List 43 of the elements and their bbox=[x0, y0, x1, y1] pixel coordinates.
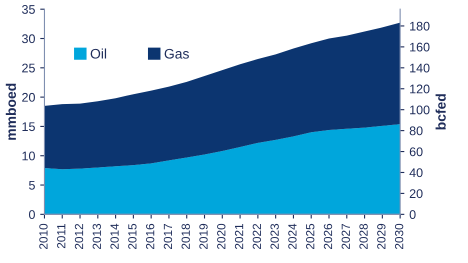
legend-label: Oil bbox=[90, 48, 106, 59]
y-tick-label: 15 bbox=[22, 122, 35, 132]
x-tick-label: 2026 bbox=[324, 224, 332, 250]
y-axis-title: mmboed bbox=[6, 84, 16, 140]
x-tick-label: 2017 bbox=[164, 224, 172, 250]
y-tick-label: 30 bbox=[22, 34, 35, 44]
x-tick-label: 2021 bbox=[234, 224, 244, 250]
y2-tick-label: 140 bbox=[410, 64, 430, 72]
x-tick-label: 2020 bbox=[217, 224, 226, 250]
x-tick-label: 2027 bbox=[342, 224, 350, 250]
x-tick-label: 2024 bbox=[288, 224, 297, 250]
x-tick-label: 2022 bbox=[252, 224, 262, 250]
y2-tick-label: 60 bbox=[410, 147, 423, 156]
x-tick-label: 2012 bbox=[74, 224, 84, 250]
x-tick-label: 2014 bbox=[110, 224, 119, 250]
legend-label: Gas bbox=[164, 48, 189, 59]
y-tick-label: 5 bbox=[28, 180, 35, 190]
y2-tick-label: 160 bbox=[410, 42, 430, 52]
y2-tick-label: 100 bbox=[410, 105, 430, 114]
x-tick-label: 2010 bbox=[39, 224, 48, 250]
x-tick-label: 2016 bbox=[146, 224, 154, 250]
x-tick-label: 2023 bbox=[270, 224, 279, 250]
y2-tick-label: 80 bbox=[410, 126, 423, 136]
x-tick-label: 2028 bbox=[359, 224, 368, 250]
x-tick-label: 2019 bbox=[199, 224, 208, 250]
y2-tick-label: 20 bbox=[410, 189, 423, 198]
x-tick-label: 2030 bbox=[394, 224, 404, 250]
y-tick-label: 35 bbox=[22, 5, 35, 14]
y-tick-label: 0 bbox=[28, 210, 35, 219]
y2-tick-label: 0 bbox=[410, 210, 416, 219]
x-tick-label: 2011 bbox=[57, 224, 66, 248]
y2-tick-label: 180 bbox=[410, 22, 430, 31]
x-tick-label: 2015 bbox=[128, 224, 137, 250]
y-tick-label: 20 bbox=[22, 92, 35, 102]
y2-axis-title: bcfed bbox=[436, 94, 446, 130]
y2-tick-label: 120 bbox=[410, 84, 430, 94]
x-tick-label: 2029 bbox=[377, 224, 386, 250]
x-tick-label: 2018 bbox=[182, 224, 190, 250]
y2-tick-label: 40 bbox=[409, 168, 423, 178]
y-tick-label: 10 bbox=[22, 152, 35, 160]
x-tick-label: 2013 bbox=[92, 224, 101, 250]
y-tick-label: 25 bbox=[22, 64, 35, 72]
x-tick-label: 2025 bbox=[306, 224, 314, 250]
